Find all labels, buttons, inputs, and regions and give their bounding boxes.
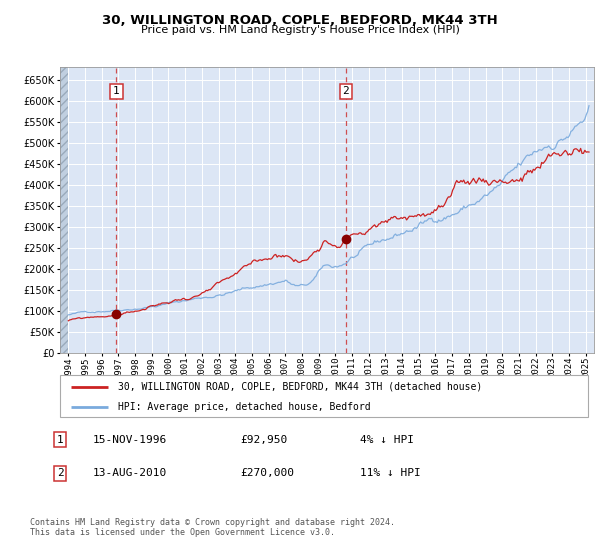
Text: 2: 2 <box>343 86 349 96</box>
Text: 2: 2 <box>56 468 64 478</box>
FancyBboxPatch shape <box>60 375 588 417</box>
Text: Contains HM Land Registry data © Crown copyright and database right 2024.
This d: Contains HM Land Registry data © Crown c… <box>30 518 395 538</box>
Text: 1: 1 <box>56 435 64 445</box>
Text: Price paid vs. HM Land Registry's House Price Index (HPI): Price paid vs. HM Land Registry's House … <box>140 25 460 35</box>
Text: 13-AUG-2010: 13-AUG-2010 <box>93 468 167 478</box>
Text: £92,950: £92,950 <box>240 435 287 445</box>
Text: 1: 1 <box>113 86 120 96</box>
Text: 30, WILLINGTON ROAD, COPLE, BEDFORD, MK44 3TH (detached house): 30, WILLINGTON ROAD, COPLE, BEDFORD, MK4… <box>118 381 482 391</box>
Text: £270,000: £270,000 <box>240 468 294 478</box>
Bar <box>60 67 68 353</box>
Text: 15-NOV-1996: 15-NOV-1996 <box>93 435 167 445</box>
Text: 11% ↓ HPI: 11% ↓ HPI <box>360 468 421 478</box>
Text: 30, WILLINGTON ROAD, COPLE, BEDFORD, MK44 3TH: 30, WILLINGTON ROAD, COPLE, BEDFORD, MK4… <box>102 14 498 27</box>
Text: HPI: Average price, detached house, Bedford: HPI: Average price, detached house, Bedf… <box>118 402 371 412</box>
Text: 4% ↓ HPI: 4% ↓ HPI <box>360 435 414 445</box>
